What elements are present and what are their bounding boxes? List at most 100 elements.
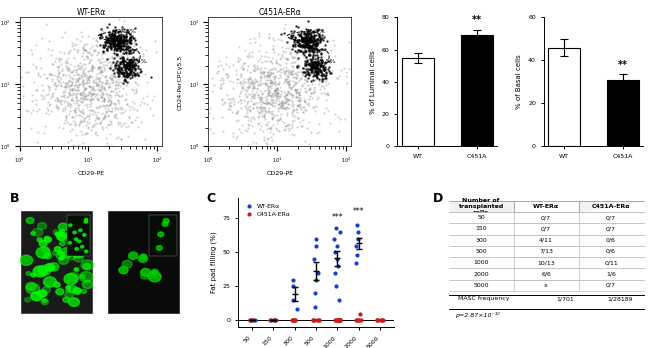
Point [235,90,245,96]
Point [300,85,310,90]
Point [294,104,305,110]
Point [124,71,135,76]
Point [300,66,311,72]
Point [84,84,95,89]
Point [99,98,110,104]
Point [227,109,237,115]
Point [54,97,64,103]
Point [90,93,100,99]
Point [263,90,274,96]
Point [295,75,306,81]
Point [69,63,79,69]
Point [125,106,136,111]
Point [107,54,118,59]
Point [291,24,301,29]
Point [312,96,322,102]
Point [32,139,42,145]
Point [271,86,281,92]
Point [372,317,382,323]
Point [287,54,297,60]
Point [269,85,280,90]
Point [83,125,93,130]
Point [309,35,320,41]
Point [131,86,142,92]
Point [94,116,104,121]
Point [303,42,313,48]
Point [286,97,296,103]
Point [309,45,319,50]
Point [267,74,278,80]
Point [301,34,311,39]
Point [333,317,343,323]
Point [116,136,126,142]
Point [305,66,315,71]
Point [305,63,315,68]
Point [115,35,125,41]
Point [60,87,71,93]
Point [295,32,306,38]
Point [268,46,278,52]
Point [71,67,81,72]
Point [111,114,121,120]
Point [95,66,105,72]
Point [268,80,278,86]
Point [75,152,85,157]
Point [262,136,272,142]
Point [291,90,301,95]
Point [23,108,34,114]
Point [80,85,90,91]
Point [75,112,85,118]
Point [287,46,298,52]
Point [246,146,256,151]
Circle shape [42,287,50,293]
Point [64,90,75,95]
Point [76,73,86,79]
Point [312,61,322,66]
Point [118,26,129,32]
Point [62,85,73,90]
Point [120,62,130,68]
Point [52,73,62,79]
Point [256,73,266,79]
Point [266,125,276,130]
Point [96,32,107,38]
Point [301,62,311,68]
Point [320,42,330,48]
Point [307,47,317,53]
Point [62,102,73,107]
Point [222,72,232,77]
Point [41,75,51,80]
Point [244,317,255,323]
Point [117,40,127,45]
Point [260,81,270,87]
Point [311,32,322,38]
Point [114,64,125,70]
Point [303,70,313,75]
Point [114,68,125,73]
Point [305,86,315,91]
Point [263,85,273,91]
Point [244,75,255,81]
Point [308,63,318,69]
Point [300,88,311,94]
Point [118,121,128,126]
Point [252,87,262,92]
Point [82,113,92,118]
Point [285,92,296,97]
Point [263,31,274,37]
Point [60,97,70,103]
Point [309,52,320,58]
Point [89,78,99,83]
Point [65,74,75,80]
Point [283,81,294,87]
Point [241,102,252,107]
Point [112,70,123,75]
Point [261,141,272,146]
Point [224,100,234,105]
Point [239,61,249,66]
Point [126,61,136,66]
Point [80,65,90,70]
Point [267,66,278,72]
Point [273,75,283,81]
Point [60,81,71,86]
